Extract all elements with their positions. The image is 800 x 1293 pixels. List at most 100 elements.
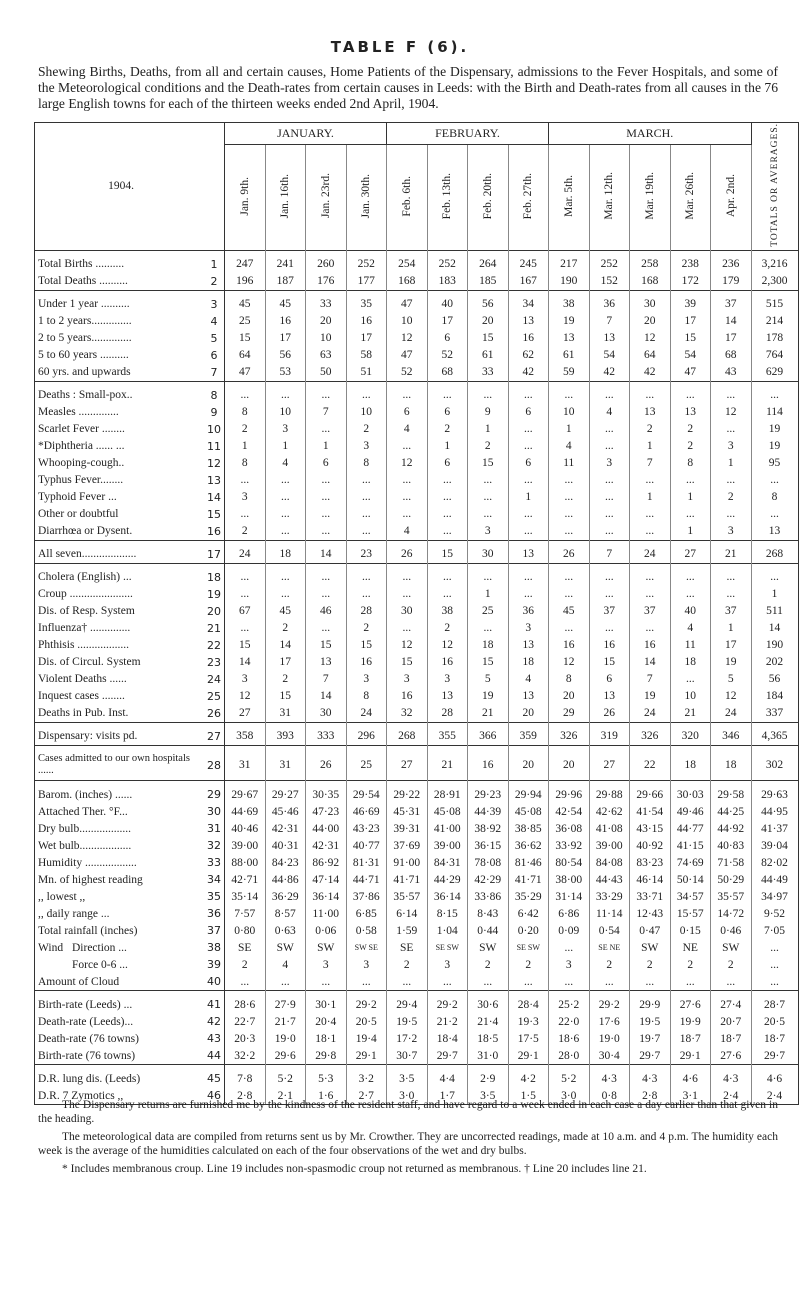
- row-label: Wet bulb..................: [34, 837, 204, 855]
- cell: 45: [224, 295, 266, 313]
- cell: 302: [751, 750, 799, 781]
- cell: 8: [224, 454, 266, 472]
- cell: ...: [346, 522, 387, 541]
- row-number: 32: [204, 837, 225, 855]
- row-label: Dis. of Circul. System: [34, 653, 204, 671]
- gap-cell: [670, 780, 711, 787]
- cell: 172: [670, 272, 711, 291]
- row-label: Deaths : Small-pox..: [34, 386, 204, 404]
- table-row: Deaths in Pub. Inst. 26 27 31 30 24 32 28 21 20 29…: [34, 704, 799, 723]
- cell: ...: [467, 619, 509, 637]
- table-row: Barom. (inches) ...... 29 29·67 29·27 30·35 2…: [34, 786, 799, 804]
- row-number: 43: [204, 1030, 225, 1048]
- cell: ...: [629, 568, 671, 586]
- cell: 0·20: [508, 922, 549, 940]
- cell: 7: [629, 454, 671, 472]
- row-label: Force 0-6 ...: [34, 956, 204, 974]
- cell: 319: [589, 727, 630, 746]
- gap-cell: [386, 249, 428, 256]
- cell: ...: [589, 488, 630, 506]
- cell: 19: [751, 437, 799, 455]
- cell: 6: [427, 403, 468, 421]
- gap-cell: [265, 289, 306, 296]
- gap-cell: [346, 249, 387, 256]
- cell: 45·46: [265, 803, 306, 821]
- cell: 764: [751, 346, 799, 364]
- cell: 0·63: [265, 922, 306, 940]
- cell: 19·9: [670, 1013, 711, 1031]
- cell: 1·59: [386, 922, 428, 940]
- cell: 43·23: [346, 820, 387, 838]
- gap-cell: [346, 539, 387, 546]
- cell: 13: [589, 687, 630, 705]
- row-label: Other or doubtful: [34, 505, 204, 523]
- cell: ...: [629, 505, 671, 523]
- gap-cell: [670, 249, 711, 256]
- gap-cell: [305, 539, 347, 546]
- cell: 8·15: [427, 905, 468, 923]
- cell: ...: [508, 585, 549, 603]
- cell: 6: [386, 403, 428, 421]
- cell: 21: [670, 704, 711, 723]
- cell: ...: [670, 973, 711, 991]
- cell: 1: [508, 488, 549, 506]
- gap-cell: [548, 744, 590, 751]
- cell: 168: [629, 272, 671, 291]
- row-label-text: D.R. lung dis. (Leeds): [38, 1072, 141, 1085]
- cell: 8: [548, 670, 590, 688]
- cell: 33·71: [629, 888, 671, 906]
- gap-cell: [305, 562, 347, 569]
- gap-cell: [508, 744, 549, 751]
- cell: ...: [751, 505, 799, 523]
- cell: 16: [467, 750, 509, 781]
- cell: 83·23: [629, 854, 671, 872]
- cell: 36·08: [548, 820, 590, 838]
- week-head: Mar. 26th.: [670, 144, 711, 251]
- cell: 6: [427, 329, 468, 347]
- cell: 21·7: [265, 1013, 306, 1031]
- gap-cell: [751, 249, 799, 256]
- cell: 2: [670, 437, 711, 455]
- cell: 2: [427, 420, 468, 438]
- cell: ...: [305, 619, 347, 637]
- cell: 49·46: [670, 803, 711, 821]
- cell: 44·77: [670, 820, 711, 838]
- cell: 8: [670, 454, 711, 472]
- cell: 17: [265, 329, 306, 347]
- cell: ...: [548, 522, 590, 541]
- gap-cell: [548, 562, 590, 569]
- cell: ...: [265, 386, 306, 404]
- cell: 50·14: [670, 871, 711, 889]
- cell: 29·23: [467, 786, 509, 804]
- cell: 39·00: [224, 837, 266, 855]
- gap-cell: [386, 744, 428, 751]
- row-number: 45: [204, 1070, 225, 1088]
- gap-cell: [346, 990, 387, 997]
- cell: 2: [346, 420, 387, 438]
- cell: 3: [427, 670, 468, 688]
- cell: 7: [305, 403, 347, 421]
- cell: 17: [710, 329, 752, 347]
- cell: 2: [670, 420, 711, 438]
- cell: 2: [629, 420, 671, 438]
- row-number: 35: [204, 888, 225, 906]
- cell: ...: [346, 505, 387, 523]
- cell: 30: [386, 602, 428, 620]
- gap-cell: [710, 1064, 752, 1071]
- table-row: Death-rate (76 towns) 43 20·3 19·0 18·1 19·4 1…: [34, 1030, 799, 1048]
- table-row: Croup ...................... 19..........…: [34, 585, 799, 603]
- row-number: 30: [204, 803, 225, 821]
- cell: ...: [386, 386, 428, 404]
- cell: ...: [629, 471, 671, 489]
- row-label-text: 2 to 5 years..............: [38, 332, 132, 345]
- cell: 86·92: [305, 854, 347, 872]
- gap-cell: [305, 990, 347, 997]
- gap-cell: [467, 780, 509, 787]
- row-label: Whooping-cough..: [34, 454, 204, 472]
- gap-cell: [224, 289, 266, 296]
- cell: 6·14: [386, 905, 428, 923]
- row-number: 18: [204, 568, 225, 586]
- cell: 20: [548, 750, 590, 781]
- gap-cell: [670, 721, 711, 728]
- row-label-text: All seven...................: [38, 548, 137, 561]
